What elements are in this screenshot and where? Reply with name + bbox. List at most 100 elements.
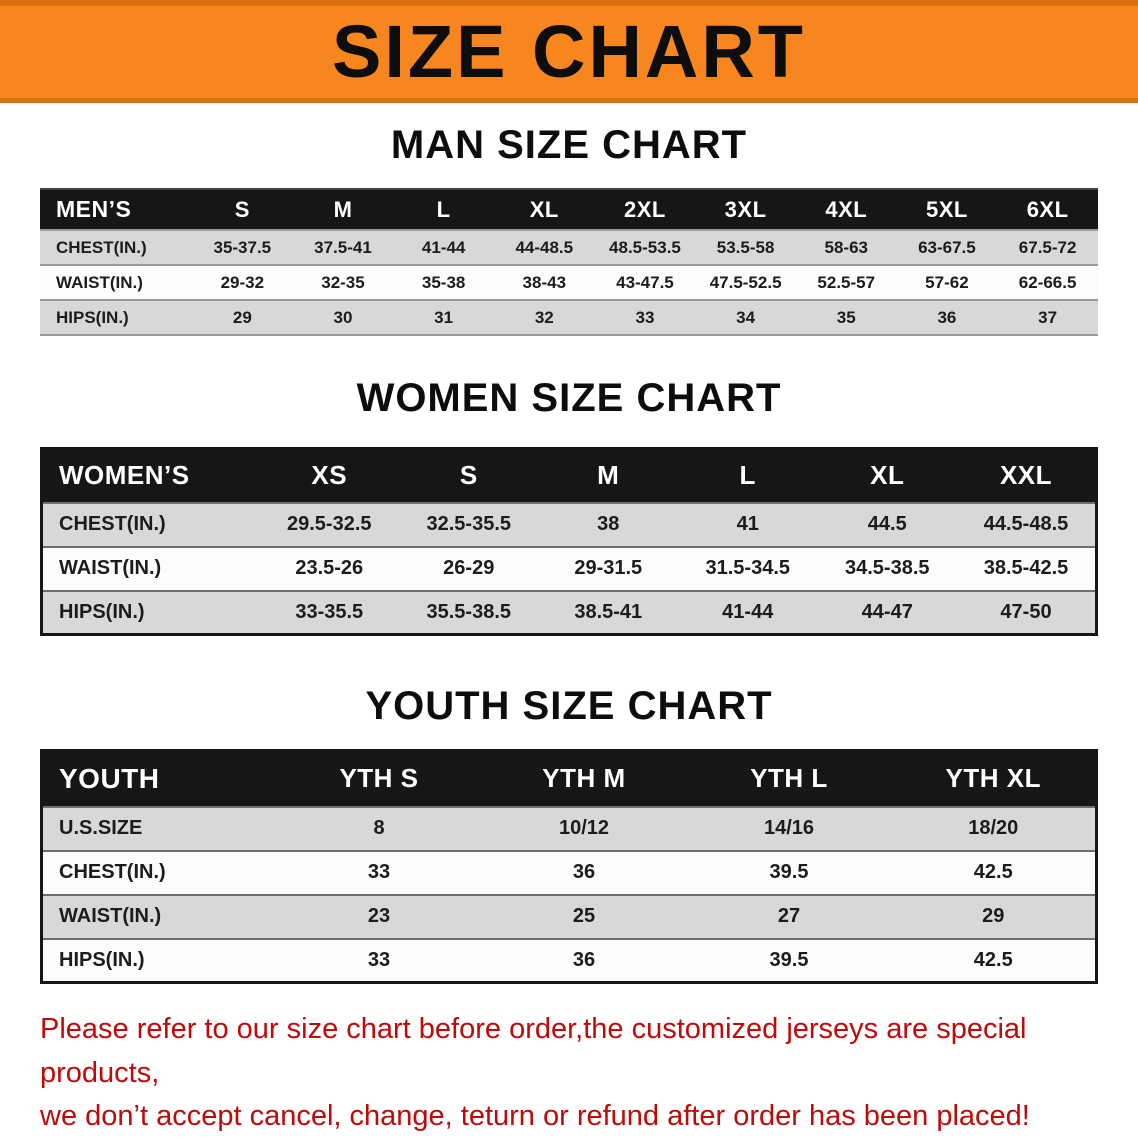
size-value-cell: 29.5-32.5 xyxy=(286,513,372,535)
size-column-header: XXL xyxy=(957,448,1097,503)
size-value-cell: 63-67.5 xyxy=(918,237,976,257)
row-label: CHEST(IN.) xyxy=(56,237,147,257)
size-value-cell: 32-35 xyxy=(321,272,365,292)
size-value-cell: 39.5 xyxy=(769,948,809,971)
size-value-cell: 48.5-53.5 xyxy=(609,237,681,257)
row-label: HIPS(IN.) xyxy=(56,307,129,327)
size-value-cell: 29-31.5 xyxy=(574,557,643,579)
table-row: WAIST(IN.) 23 25 27 29 xyxy=(41,894,1097,939)
table-corner-label: YOUTH xyxy=(41,750,277,807)
row-label: WAIST(IN.) xyxy=(56,272,143,292)
size-header-row: WOMEN’S XS S M L XL XXL xyxy=(41,448,1097,503)
table-corner-label: MEN’S xyxy=(40,189,192,230)
size-value-cell: 35-38 xyxy=(421,272,466,292)
size-value-cell: 53.5-58 xyxy=(716,237,775,257)
size-value-cell: 33-35.5 xyxy=(295,600,364,623)
size-value-cell: 8 xyxy=(373,817,385,839)
size-value-cell: 23.5-26 xyxy=(295,557,364,579)
size-value-cell: 41 xyxy=(736,513,759,535)
size-value-cell: 38 xyxy=(597,513,620,535)
youth-size-table: YOUTH YTH S YTH M YTH L YTH XL U.S.SIZE 8 10/12… xyxy=(40,749,1098,984)
size-value-cell: 44.5-48.5 xyxy=(983,513,1069,535)
table-corner-label: WOMEN’S xyxy=(41,448,260,503)
size-column-header: 5XL xyxy=(896,189,998,230)
size-value-cell: 34.5-38.5 xyxy=(844,557,930,579)
size-value-cell: 44-48.5 xyxy=(515,237,574,257)
size-value-cell: 30 xyxy=(333,307,353,327)
table-row: HIPS(IN.) 29 30 31 32 33 34 35 36 37 xyxy=(40,300,1098,335)
size-column-header: XL xyxy=(493,189,595,230)
size-value-cell: 32 xyxy=(534,307,554,327)
size-value-cell: 23 xyxy=(367,905,391,927)
size-value-cell: 29-32 xyxy=(220,272,265,292)
size-value-cell: 57-62 xyxy=(925,272,969,292)
size-value-cell: 18/20 xyxy=(968,817,1019,839)
size-value-cell: 42.5 xyxy=(973,861,1013,883)
size-value-cell: 37.5-41 xyxy=(314,237,372,257)
women-size-chart-heading: WOMEN SIZE CHART xyxy=(356,376,782,420)
size-column-header: M xyxy=(538,448,678,503)
size-value-cell: 44.5 xyxy=(867,513,907,535)
size-value-cell: 25 xyxy=(572,905,596,927)
row-label: CHEST(IN.) xyxy=(59,513,166,535)
size-value-cell: 31 xyxy=(434,307,454,327)
size-value-cell: 36 xyxy=(572,948,596,971)
disclaimer: Please refer to our size chart before or… xyxy=(0,1008,1138,1139)
size-value-cell: 35.5-38.5 xyxy=(426,600,511,623)
size-header-row: MEN’S S M L XL 2XL 3XL 4XL 5XL 6XL xyxy=(40,189,1098,230)
size-column-header: S xyxy=(192,189,293,230)
size-value-cell: 47.5-52.5 xyxy=(709,272,782,292)
size-chart-banner: SIZE CHART xyxy=(0,0,1138,103)
size-value-cell: 32.5-35.5 xyxy=(426,513,511,535)
size-value-cell: 38.5-42.5 xyxy=(983,557,1069,579)
size-column-header: XL xyxy=(817,448,957,503)
size-value-cell: 36 xyxy=(937,307,957,327)
size-column-header: YTH M xyxy=(481,750,687,807)
size-value-cell: 36 xyxy=(572,861,596,883)
size-value-cell: 35 xyxy=(836,307,856,327)
size-value-cell: 41-44 xyxy=(722,600,774,623)
size-value-cell: 52.5-57 xyxy=(817,272,876,292)
table-row: CHEST(IN.) 29.5-32.5 32.5-35.5 38 41 44.5 44.5… xyxy=(41,502,1097,547)
size-column-header: 2XL xyxy=(594,189,696,230)
size-value-cell: 37 xyxy=(1038,307,1058,327)
size-column-header: S xyxy=(399,448,539,503)
table-row: CHEST(IN.) 33 36 39.5 42.5 xyxy=(41,850,1097,895)
row-label: HIPS(IN.) xyxy=(59,948,145,971)
table-row: WAIST(IN.) 29-32 32-35 35-38 38-43 43-47.5 47.… xyxy=(40,265,1098,300)
women-size-table: WOMEN’S XS S M L XL XXL CHEST(IN.) 29.5-32.5 32.5… xyxy=(40,447,1098,636)
size-value-cell: 39.5 xyxy=(769,861,809,883)
size-value-cell: 33 xyxy=(367,861,391,883)
size-column-header: XS xyxy=(259,448,399,503)
size-column-header: YTH S xyxy=(276,750,482,807)
size-value-cell: 62-66.5 xyxy=(1018,272,1077,292)
size-value-cell: 38.5-41 xyxy=(574,600,643,623)
row-label: CHEST(IN.) xyxy=(59,861,166,883)
size-value-cell: 10/12 xyxy=(558,817,610,839)
size-column-header: YTH XL xyxy=(891,750,1097,807)
row-label: U.S.SIZE xyxy=(59,817,143,839)
table-row: HIPS(IN.) 33 36 39.5 42.5 xyxy=(41,938,1097,983)
size-value-cell: 26-29 xyxy=(443,557,495,579)
size-value-cell: 27 xyxy=(777,905,801,927)
size-value-cell: 14/16 xyxy=(763,817,815,839)
row-label: WAIST(IN.) xyxy=(59,557,162,579)
size-value-cell: 35-37.5 xyxy=(213,237,272,257)
table-row: CHEST(IN.) 35-37.5 37.5-41 41-44 44-48.5 48.5… xyxy=(40,230,1098,265)
size-value-cell: 33 xyxy=(635,307,655,327)
size-value-cell: 29 xyxy=(982,905,1005,927)
disclaimer-line-1: Please refer to our size chart before or… xyxy=(40,1013,1027,1089)
banner-title: SIZE CHART xyxy=(332,10,806,93)
youth-size-chart-heading: YOUTH SIZE CHART xyxy=(365,684,773,728)
size-value-cell: 38-43 xyxy=(522,272,567,292)
size-column-header: 6XL xyxy=(997,189,1098,230)
size-value-cell: 41-44 xyxy=(421,237,466,257)
size-column-header: 3XL xyxy=(695,189,796,230)
size-value-cell: 47-50 xyxy=(1000,600,1052,623)
size-column-header: 4XL xyxy=(795,189,897,230)
size-value-cell: 29 xyxy=(232,307,252,327)
men-size-chart-heading: MAN SIZE CHART xyxy=(390,123,748,167)
men-size-table: MEN’S S M L XL 2XL 3XL 4XL 5XL 6XL CHEST(IN.) 35-37… xyxy=(40,188,1098,336)
disclaimer-line-2: we don’t accept cancel, change, teturn o… xyxy=(40,1100,1030,1132)
row-label: WAIST(IN.) xyxy=(59,905,162,927)
